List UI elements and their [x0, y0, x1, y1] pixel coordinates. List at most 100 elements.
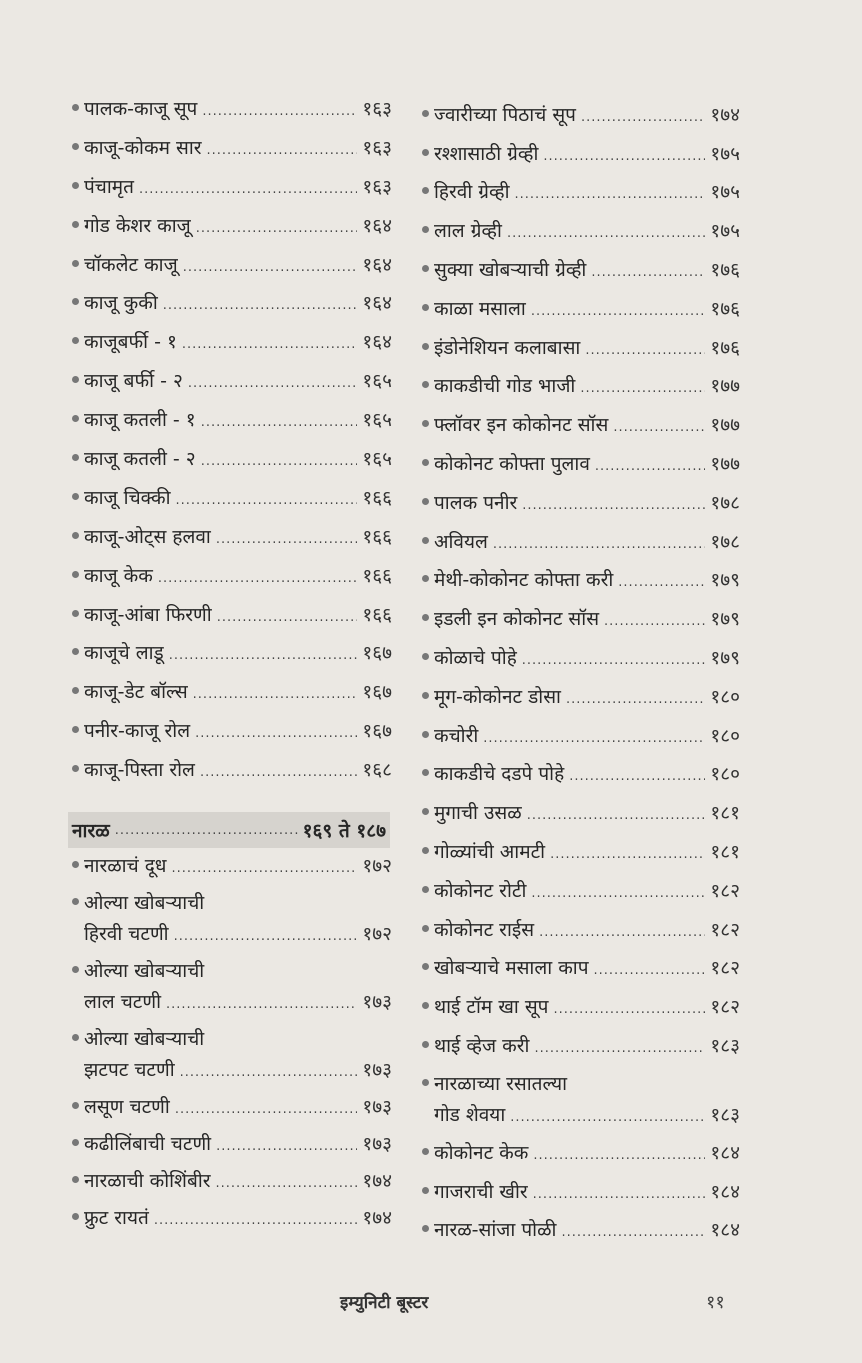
- entry-page-number: १६७: [362, 681, 392, 704]
- entry-title: गोड शेवया: [434, 1103, 506, 1126]
- entry-title: काजू कुकी: [84, 292, 158, 315]
- bullet-icon: [72, 1034, 79, 1041]
- dot-leader: [618, 567, 705, 598]
- toc-entry: कचोरी १८०: [422, 718, 740, 757]
- bullet-icon: [72, 259, 79, 267]
- entry-page-number: १७५: [710, 181, 740, 204]
- bullet-icon: [72, 103, 79, 111]
- entry-title: काजू-डेट बॉल्स: [84, 681, 188, 704]
- toc-entry: मेथी-कोकोनट कोफ्ता करी १७९: [422, 563, 740, 602]
- bullet-icon: [72, 687, 79, 695]
- dot-leader: [507, 218, 705, 249]
- entry-page-number: १७७: [710, 375, 740, 398]
- entry-page-number: १६४: [362, 214, 392, 237]
- entry-title: काजू-आंबा फिरणी: [84, 603, 212, 626]
- entry-page-number: १८३: [710, 1103, 740, 1126]
- dot-leader: [169, 640, 358, 671]
- entry-title: लाल ग्रेव्ही: [434, 220, 502, 243]
- bullet-icon: [72, 1139, 79, 1146]
- entry-page-number: १७८: [710, 530, 740, 553]
- dot-leader: [613, 412, 705, 443]
- dot-leader: [533, 1179, 706, 1210]
- bullet-icon: [422, 769, 429, 777]
- entry-page-number: १८४: [710, 1141, 740, 1164]
- toc-entry: काजू बर्फी - २ १६५: [72, 363, 392, 402]
- dot-leader: [180, 1057, 358, 1088]
- dot-leader: [527, 800, 706, 831]
- entry-page-number: १८२: [710, 879, 740, 902]
- entry-title: काळा मसाला: [434, 297, 526, 320]
- dot-leader: [531, 296, 706, 327]
- toc-entry: मुगाची उसळ १८१: [422, 795, 740, 834]
- dot-leader: [569, 761, 705, 792]
- entry-title: हिरवी चटणी: [84, 923, 169, 945]
- left-top-list: पालक-काजू सूप १६३ काजू-कोकम सार १६३ पंचामृत १…: [72, 91, 392, 791]
- dot-leader: [561, 1217, 705, 1248]
- toc-entry: अवियल १७८: [422, 524, 740, 563]
- bullet-icon: [422, 885, 429, 893]
- bullet-icon: [422, 924, 429, 932]
- toc-entry: ओल्या खोबऱ्याची झटपट चटणी १७३: [72, 1022, 392, 1090]
- entry-title: कोकोनट राईस: [434, 918, 535, 941]
- section-header-naral: नारळ १६९ ते १८७: [68, 812, 390, 848]
- section-page-range: १६९ ते १८७: [302, 820, 386, 842]
- entry-page-number: १७७: [710, 414, 740, 437]
- entry-title: काजू चिक्की: [84, 486, 171, 509]
- bullet-icon: [72, 298, 79, 306]
- entry-title: नारळाचं दूध: [84, 855, 167, 877]
- bullet-icon: [72, 570, 79, 578]
- dot-leader: [522, 490, 705, 521]
- bullet-icon: [422, 226, 429, 234]
- entry-page-number: १७४: [362, 1170, 392, 1192]
- entry-title: काजू-पिस्ता रोल: [84, 759, 195, 782]
- entry-title: रश्शासाठी ग्रेव्ही: [434, 142, 539, 165]
- running-footer-title: इम्युनिटी बूस्टर: [340, 1293, 429, 1313]
- dot-leader: [581, 102, 705, 133]
- left-bottom-list: नारळाचं दूध १७२ ओल्या खोबऱ्याची हिरवी चटणी १…: [72, 849, 392, 1238]
- page-number: ११: [706, 1292, 725, 1313]
- entry-page-number: १६३: [362, 175, 392, 198]
- bullet-icon: [72, 765, 79, 773]
- toc-entry: फ्लॉवर इन कोकोनट सॉस १७७: [422, 407, 740, 446]
- toc-entry: काजूचे लाडू १६७: [72, 635, 392, 674]
- bullet-icon: [422, 420, 429, 428]
- entry-title: लसूण चटणी: [84, 1096, 170, 1118]
- bullet-icon: [422, 730, 429, 738]
- entry-title: झटपट चटणी: [84, 1059, 175, 1081]
- bullet-icon: [72, 966, 79, 973]
- entry-title: मेथी-कोकोनट कोफ्ता करी: [434, 569, 614, 592]
- bullet-icon: [422, 575, 429, 583]
- entry-title: काजूबर्फी - १: [84, 331, 177, 354]
- entry-title: कचोरी: [434, 724, 479, 747]
- bullet-icon: [422, 342, 429, 350]
- entry-page-number: १८४: [710, 1219, 740, 1242]
- entry-page-number: १८३: [710, 1035, 740, 1058]
- bullet-icon: [422, 691, 429, 699]
- entry-page-number: १७४: [710, 103, 740, 126]
- entry-title: काजू कतली - १: [84, 409, 196, 432]
- entry-title: फ्रुट रायतं: [84, 1207, 149, 1229]
- toc-entry: ओल्या खोबऱ्याची लाल चटणी १७३: [72, 954, 392, 1022]
- bullet-icon: [422, 187, 429, 195]
- entry-title: लाल चटणी: [84, 991, 162, 1013]
- bullet-icon: [72, 142, 79, 150]
- toc-entry: काजू-आंबा फिरणी १६६: [72, 597, 392, 636]
- entry-title: काजूचे लाडू: [84, 642, 164, 665]
- entry-page-number: १६७: [362, 642, 392, 665]
- entry-page-number: १८२: [710, 957, 740, 980]
- entry-title: गाजराची खीर: [434, 1180, 528, 1203]
- bullet-icon: [422, 1041, 429, 1049]
- entry-title: नारळ-सांजा पोळी: [434, 1219, 557, 1242]
- bullet-icon: [422, 653, 429, 661]
- entry-page-number: १७९: [710, 608, 740, 631]
- toc-entry: थाई टॉम खा सूप १८२: [422, 989, 740, 1028]
- entry-title: पंचामृत: [84, 175, 134, 198]
- dot-leader: [483, 723, 705, 754]
- dot-leader: [580, 373, 705, 404]
- entry-title: पनीर-काजू रोल: [84, 720, 191, 743]
- bullet-icon: [72, 376, 79, 384]
- toc-entry: नारळ-सांजा पोळी १८४: [422, 1213, 740, 1252]
- bullet-icon: [422, 497, 429, 505]
- toc-entry: सुक्या खोबऱ्याची ग्रेव्ही १७६: [422, 252, 740, 291]
- entry-title: काकडीचे दडपे पोहे: [434, 763, 565, 786]
